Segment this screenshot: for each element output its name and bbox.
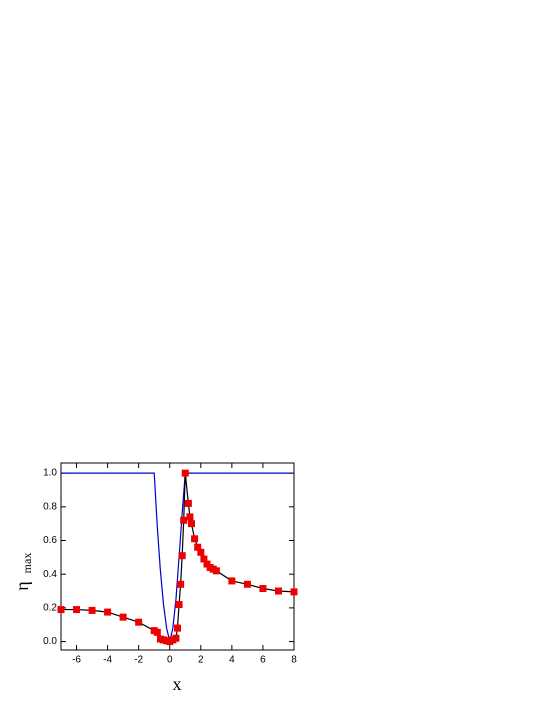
marker bbox=[194, 543, 202, 551]
x-tick-label: 0 bbox=[167, 655, 173, 666]
marker bbox=[212, 567, 220, 575]
marker bbox=[259, 585, 267, 593]
marker bbox=[73, 606, 81, 614]
x-tick-label: 6 bbox=[260, 655, 266, 666]
series-line bbox=[61, 472, 294, 642]
marker bbox=[200, 555, 208, 563]
marker bbox=[174, 624, 181, 632]
x-tick-label: 2 bbox=[198, 655, 204, 666]
marker bbox=[187, 520, 195, 528]
marker bbox=[135, 618, 143, 626]
x-tick-label: 8 bbox=[291, 655, 297, 666]
marker bbox=[191, 535, 199, 543]
y-tick-label: 0.8 bbox=[43, 501, 57, 512]
marker bbox=[175, 601, 183, 609]
marker bbox=[186, 513, 194, 521]
marker bbox=[104, 608, 112, 616]
marker bbox=[172, 634, 180, 642]
marker bbox=[153, 628, 161, 636]
marker bbox=[290, 588, 298, 596]
y-tick-label: 0.4 bbox=[43, 569, 57, 580]
marker bbox=[180, 516, 188, 524]
x-tick-label: -6 bbox=[72, 655, 81, 666]
marker bbox=[274, 587, 282, 595]
marker bbox=[88, 606, 96, 614]
y-tick-label: 0.2 bbox=[43, 603, 57, 614]
plot-frame bbox=[60, 462, 295, 651]
marker bbox=[197, 548, 205, 556]
x-axis-label: x bbox=[173, 674, 182, 694]
x-tick-label: 4 bbox=[229, 655, 235, 666]
series-line bbox=[61, 473, 295, 643]
marker bbox=[177, 580, 185, 588]
y-axis-label: η max bbox=[12, 553, 34, 591]
y-tick-label: 1.0 bbox=[43, 468, 57, 479]
marker bbox=[119, 613, 127, 621]
marker bbox=[243, 580, 251, 588]
x-tick-label: -4 bbox=[103, 655, 112, 666]
y-axis-label-main: η bbox=[12, 581, 32, 590]
marker bbox=[178, 552, 186, 560]
marker bbox=[228, 577, 236, 585]
marker bbox=[57, 606, 65, 614]
marker bbox=[181, 469, 189, 477]
marker bbox=[184, 499, 192, 507]
y-axis-label-sub: max bbox=[20, 553, 34, 574]
x-tick-label: -2 bbox=[134, 655, 143, 666]
y-tick-label: 0.0 bbox=[43, 636, 57, 647]
y-tick-label: 0.6 bbox=[43, 535, 57, 546]
